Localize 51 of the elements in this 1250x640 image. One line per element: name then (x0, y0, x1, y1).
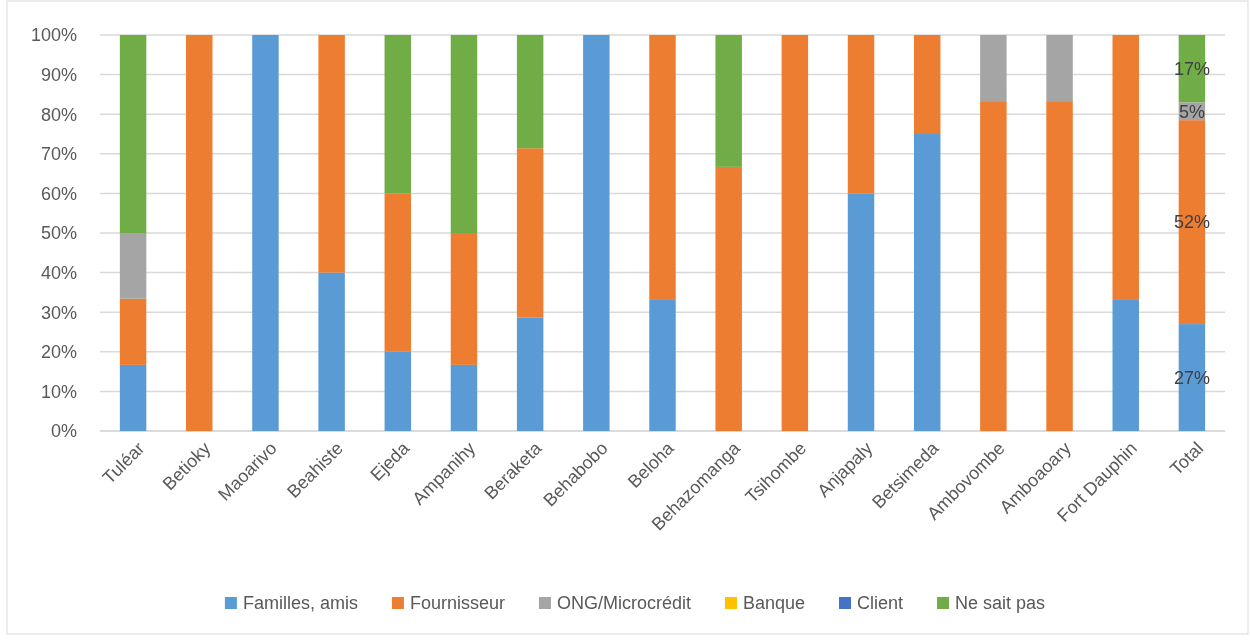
bar (119, 35, 147, 233)
bar (781, 35, 809, 431)
bar (583, 35, 610, 431)
y-tick-label: 0% (50, 421, 77, 442)
bar (252, 35, 279, 431)
bar (1112, 35, 1139, 300)
bar (516, 35, 544, 149)
bar (450, 35, 478, 233)
bar (119, 298, 147, 365)
legend-label: Familles, amis (242, 593, 358, 614)
data-label: 5% (1178, 101, 1205, 122)
bar (384, 35, 412, 194)
bar (119, 233, 147, 299)
bar (384, 193, 412, 352)
bar (450, 233, 478, 365)
bar (119, 364, 147, 431)
y-tick-label: 100% (30, 25, 77, 46)
bar (384, 351, 412, 431)
bar (318, 272, 345, 431)
bar (913, 134, 941, 431)
y-tick-label: 60% (40, 183, 77, 204)
bar (715, 35, 742, 167)
y-tick-label: 50% (40, 223, 77, 244)
legend-label: Client (857, 593, 904, 614)
legend-label: Ne sait pas (955, 593, 1046, 614)
legend-label: Fournisseur (409, 593, 505, 614)
bar (516, 317, 544, 431)
bar (1046, 101, 1073, 431)
bar (318, 35, 345, 273)
bar (980, 101, 1007, 431)
bar (847, 193, 875, 431)
bar (649, 299, 676, 431)
bar (450, 364, 478, 431)
legend-label: ONG/Microcrédit (556, 593, 691, 614)
bar (913, 35, 941, 134)
bar (847, 35, 875, 194)
bar (516, 148, 544, 318)
y-tick-label: 20% (40, 342, 77, 363)
y-tick-label: 70% (40, 144, 77, 165)
y-tick-label: 30% (40, 302, 77, 323)
bar (186, 35, 213, 431)
bar (1046, 35, 1073, 102)
bar (1112, 299, 1139, 431)
y-tick-label: 10% (40, 381, 77, 402)
y-tick-label: 40% (40, 262, 77, 283)
y-tick-label: 80% (40, 104, 77, 125)
y-tick-label: 90% (40, 64, 77, 85)
legend-label: Banque (742, 593, 806, 614)
bar (715, 166, 742, 431)
bar (980, 35, 1007, 102)
bar (649, 35, 676, 300)
